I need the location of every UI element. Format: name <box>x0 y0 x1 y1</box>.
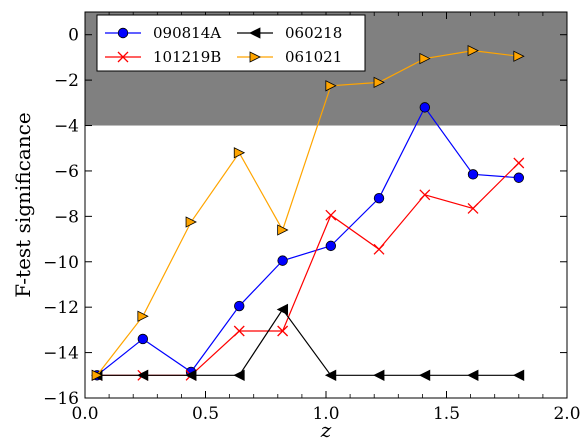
legend-entry-061021: 061021 <box>237 48 342 66</box>
legend-label: 090814A <box>153 24 221 42</box>
data-point-090814A-9 <box>513 172 525 183</box>
data-point-101219B-5 <box>325 209 337 221</box>
data-point-101219B-4 <box>277 325 289 337</box>
legend: 090814A 101219B 060218 061021 <box>96 14 366 72</box>
y-tick-label: −8 <box>54 207 79 227</box>
data-point-060218-7 <box>418 369 431 381</box>
y-tick-label: −4 <box>54 117 79 137</box>
legend-marker <box>117 27 129 39</box>
data-point-090814A-1 <box>137 333 149 345</box>
series-061021 <box>91 44 525 381</box>
series-101219B <box>91 157 525 381</box>
data-point-090814A-4 <box>277 255 288 266</box>
data-point-060218-1 <box>136 369 149 381</box>
data-point-060218-9 <box>512 369 525 381</box>
data-point-090814A-3 <box>234 300 245 312</box>
data-point-061021-3 <box>233 147 246 159</box>
series-060218 <box>91 303 525 381</box>
y-tick-label: 0 <box>68 26 79 46</box>
y-tick-label: −2 <box>54 71 79 91</box>
y-tick-label: −16 <box>43 389 79 409</box>
data-point-101219B-6 <box>373 243 385 255</box>
y-axis-label: F-test significance <box>11 112 35 297</box>
x-tick-label: 2.0 <box>553 404 580 424</box>
series-line-090814A <box>96 106 519 376</box>
y-tick-label: −12 <box>43 298 79 318</box>
data-point-060218-5 <box>324 369 337 381</box>
x-tick-label: 1.0 <box>312 404 339 424</box>
data-point-061021-6 <box>373 76 385 89</box>
data-point-090814A-7 <box>419 102 431 113</box>
legend-label: 061021 <box>285 48 342 66</box>
legend-marker <box>249 51 261 63</box>
x-tick-label: 0.5 <box>192 404 219 424</box>
legend-entry-090814A: 090814A <box>105 24 221 42</box>
data-point-090814A-5 <box>325 240 337 252</box>
data-point-090814A-8 <box>467 169 479 180</box>
data-point-101219B-8 <box>467 202 479 214</box>
data-point-101219B-9 <box>513 157 525 169</box>
data-point-060218-6 <box>373 369 385 381</box>
data-point-061021-8 <box>467 44 479 57</box>
data-point-061021-1 <box>137 310 149 322</box>
data-point-090814A-6 <box>373 192 385 204</box>
data-point-060218-2 <box>185 369 197 381</box>
axes-layer: 0.0 0.5 1.0 1.5 2.0 0 −2 −4 −6 −8 −10 −12 −14 −16 z F-t… <box>11 11 581 442</box>
data-point-061021-5 <box>325 80 337 92</box>
series-line-061021 <box>96 49 519 376</box>
legend-entry-101219B: 101219B <box>105 48 221 66</box>
x-tick-label: 1.5 <box>433 404 460 424</box>
data-point-101219B-7 <box>419 189 431 201</box>
series-layer <box>91 44 525 381</box>
data-point-061021-0 <box>91 369 103 381</box>
legend-label: 101219B <box>153 48 221 66</box>
data-point-060218-4 <box>276 303 289 316</box>
y-tick-label: −14 <box>43 344 79 364</box>
legend-marker <box>117 51 129 63</box>
series-line-060218 <box>97 308 519 376</box>
legend-label: 060218 <box>285 24 342 42</box>
data-point-061021-2 <box>185 216 197 228</box>
data-point-061021-4 <box>277 224 289 236</box>
legend-box <box>96 14 366 72</box>
data-point-061021-9 <box>513 50 525 62</box>
x-axis-label: z <box>320 418 332 441</box>
data-point-060218-3 <box>233 369 245 381</box>
series-090814A <box>91 102 525 381</box>
data-point-060218-8 <box>467 369 479 381</box>
x-tick-label: 0.0 <box>71 404 98 424</box>
legend-marker <box>249 27 261 39</box>
data-point-061021-7 <box>419 52 431 65</box>
y-tick-label: −6 <box>54 162 79 182</box>
data-point-101219B-3 <box>233 325 245 337</box>
y-tick-label: −10 <box>43 253 79 273</box>
legend-entry-060218: 060218 <box>237 24 342 42</box>
